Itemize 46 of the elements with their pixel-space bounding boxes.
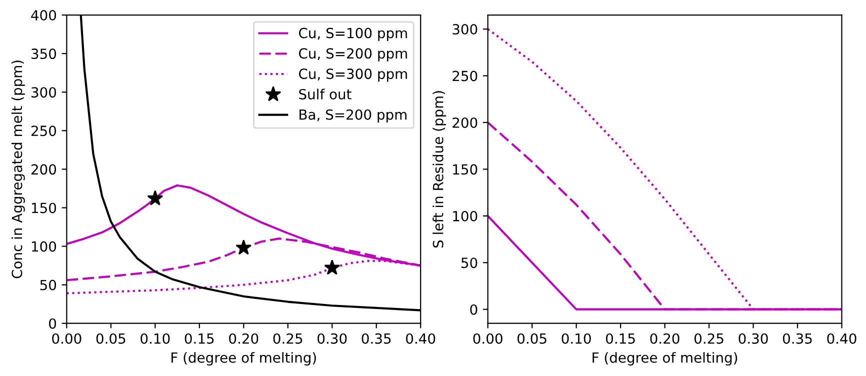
y-axis-title: Conc in Aggregated melt (ppm) (11, 60, 25, 278)
point (236, 239, 252, 255)
y-tick-label: 250 (31, 126, 56, 136)
x-tick-label: 0.00 (473, 333, 502, 344)
legend-label: Cu, S=200 ppm (299, 48, 407, 62)
y-tick-label: 50 (462, 258, 478, 268)
x-tick-label: 0.30 (318, 333, 347, 344)
x-tick-label: 0.40 (827, 333, 856, 344)
x-tick-label: 0.40 (406, 333, 436, 344)
x-tick-label: 0.15 (184, 333, 214, 344)
y-tick-label: 350 (32, 48, 56, 60)
x-tick-label: 0.20 (229, 333, 258, 344)
legend-label: Sulf out (299, 88, 352, 100)
x-tick-label: 0.35 (782, 333, 812, 344)
x-tick-label: 0.05 (518, 333, 546, 344)
legend-label: Cu, S=300 ppm (299, 68, 407, 82)
y-tick-label: 150 (453, 164, 478, 175)
x-axis-title: F (degree of melting) (172, 352, 316, 366)
y-tick-label: 250 (452, 70, 478, 82)
y-tick-label: 200 (452, 117, 478, 128)
y-tick-label: 300 (452, 24, 478, 35)
x-tick-label: 0.20 (650, 333, 680, 344)
x-tick-label: 0.30 (738, 333, 768, 344)
y-axis-title: S left in Residue (ppm) (432, 91, 446, 248)
legend-label: Cu, S=100 ppm (299, 28, 407, 41)
x-tick-label: 0.25 (273, 333, 302, 344)
point (147, 190, 164, 206)
y-tick-label: 50 (40, 280, 56, 290)
x-tick-label: 0.00 (52, 333, 82, 344)
x-tick-label: 0.10 (140, 333, 170, 344)
point (324, 260, 340, 275)
x-tick-label: 0.15 (606, 333, 635, 344)
y-tick-label: 100 (453, 210, 478, 222)
x-axis-title: F (degree of melting) (592, 352, 738, 366)
y-tick-label: 300 (32, 87, 56, 98)
y-tick-label: 200 (31, 164, 56, 175)
x-tick-label: 0.05 (96, 333, 126, 344)
x-tick-label: 0.25 (694, 333, 724, 344)
legend-label: Ba, S=200 ppm (300, 109, 406, 123)
y-tick-label: 150 (32, 202, 56, 214)
y-tick-label: 400 (31, 10, 56, 21)
x-tick-label: 0.35 (362, 333, 391, 344)
y-tick-label: 0 (49, 318, 56, 329)
x-tick-label: 0.10 (562, 333, 591, 344)
y-tick-label: 0 (470, 304, 478, 315)
y-tick-label: 100 (32, 241, 56, 252)
